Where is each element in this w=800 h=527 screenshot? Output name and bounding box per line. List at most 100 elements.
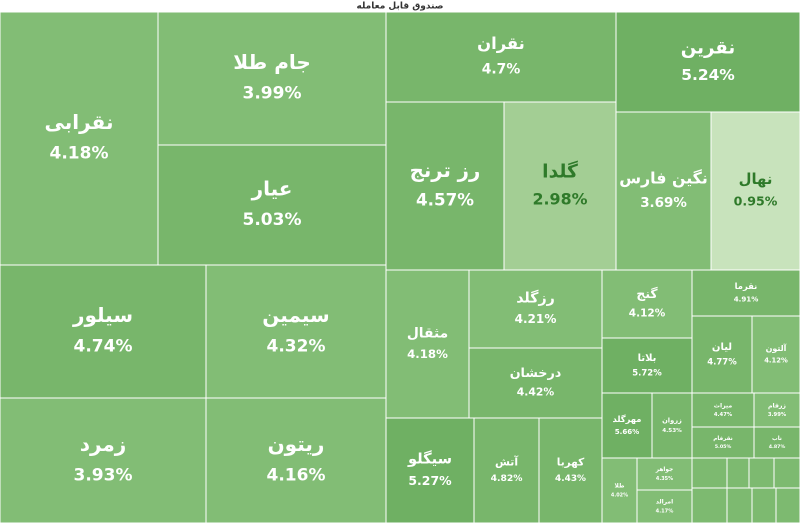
tile-label: نگین فارس <box>619 169 708 188</box>
tile-value: 4.02% <box>611 492 628 498</box>
tile-value: 4.57% <box>416 189 474 209</box>
tile-value: 4.21% <box>515 312 557 326</box>
tile <box>753 392 800 428</box>
tile-value: 5.03% <box>243 210 302 230</box>
tile-value: 4.32% <box>267 337 326 357</box>
tile-small <box>773 457 800 489</box>
tile <box>0 264 207 399</box>
tile <box>710 111 800 271</box>
tile <box>636 457 693 491</box>
tile <box>651 392 693 459</box>
tile-label: نهال <box>739 171 773 188</box>
tile-small <box>691 487 728 524</box>
tile-label: ناب <box>772 436 782 442</box>
tile-value: 5.66% <box>615 427 640 436</box>
tile-label: نقران <box>477 34 525 53</box>
tile <box>751 315 800 394</box>
tile <box>615 111 712 271</box>
tile <box>601 457 638 524</box>
tile-small <box>726 457 750 489</box>
tile-value: 4.91% <box>734 294 759 303</box>
tile <box>385 417 475 524</box>
tile-value: 4.77% <box>707 358 737 368</box>
tile <box>538 417 603 524</box>
tile-value: 4.47% <box>714 412 733 418</box>
tile <box>601 392 653 459</box>
tile-label: ریتون <box>268 432 325 456</box>
tile-small <box>726 487 753 524</box>
tile-label: زرفام <box>768 402 786 409</box>
tile-value: 4.16% <box>267 466 326 486</box>
tile <box>691 426 755 459</box>
tile-label: درخشان <box>510 365 562 380</box>
tile-label: لیان <box>712 342 732 353</box>
tile-label: میراث <box>714 402 733 409</box>
tile <box>157 11 387 146</box>
tile-label: نقرفام <box>713 436 733 442</box>
tile <box>0 397 207 524</box>
tile-value: 4.17% <box>656 509 674 515</box>
tile-label: نقرین <box>681 37 735 58</box>
tile-value: 5.24% <box>681 66 735 84</box>
tile-label: زروان <box>662 417 682 425</box>
tile-label: آتش <box>495 454 518 468</box>
tile-value: 3.93% <box>74 466 133 486</box>
tile-value: 3.69% <box>640 196 687 211</box>
tile-value: 3.99% <box>243 84 302 104</box>
tile-label: سیگلو <box>407 450 452 468</box>
tile-value: 4.42% <box>517 386 555 399</box>
tile <box>468 269 603 349</box>
tile <box>205 264 387 399</box>
tile-label: طلا <box>615 484 625 490</box>
tile-value: 4.87% <box>769 444 786 450</box>
tile-value: 4.53% <box>662 428 682 434</box>
tile-label: رز ترنج <box>410 159 481 182</box>
tile-value: 4.74% <box>74 337 133 357</box>
tile <box>691 269 800 317</box>
tile-label: آلتون <box>766 343 787 353</box>
tile <box>601 269 693 339</box>
tile-label: کهربا <box>557 457 585 469</box>
tile-value: 4.12% <box>764 357 788 365</box>
tile-label: نقرما <box>735 281 758 292</box>
tile <box>691 392 755 428</box>
tile-label: گلدا <box>542 161 578 183</box>
tile <box>615 11 800 113</box>
tile-label: عیار <box>251 177 293 201</box>
tile-small <box>691 457 728 489</box>
tile-label: زمرد <box>80 432 127 456</box>
tile-value: 5.72% <box>632 369 662 379</box>
tile-value: 4.12% <box>629 307 666 319</box>
chart-title: صندوق قابل معامله <box>357 2 444 12</box>
tile-value: 4.35% <box>656 476 673 482</box>
tile-value: 0.95% <box>734 194 778 209</box>
tile <box>691 315 753 394</box>
tile-label: رزگلد <box>516 289 555 306</box>
tile <box>601 337 693 394</box>
tile-small <box>748 457 775 489</box>
tile-value: 4.18% <box>407 347 448 361</box>
tile-label: مهرگلد <box>613 414 642 425</box>
tile-label: مثقال <box>407 326 448 342</box>
tile <box>385 269 470 419</box>
tile <box>473 417 540 524</box>
tile-small <box>751 487 777 524</box>
tile <box>205 397 387 524</box>
tile <box>385 101 505 271</box>
tile-label: بلاتا <box>638 353 657 364</box>
tile-value: 4.18% <box>50 144 109 164</box>
tile-label: سیمین <box>262 303 329 327</box>
tile-small <box>775 487 800 524</box>
tile-value: 4.43% <box>555 474 586 484</box>
tile-label: گنج <box>636 286 658 301</box>
tile-label: امرالد <box>656 499 673 506</box>
tile <box>636 489 693 524</box>
tile-value: 4.82% <box>491 473 523 484</box>
tile <box>468 347 603 419</box>
tile <box>385 11 617 103</box>
tile <box>0 11 159 266</box>
tile-value: 5.27% <box>408 473 452 488</box>
tile <box>157 144 387 266</box>
